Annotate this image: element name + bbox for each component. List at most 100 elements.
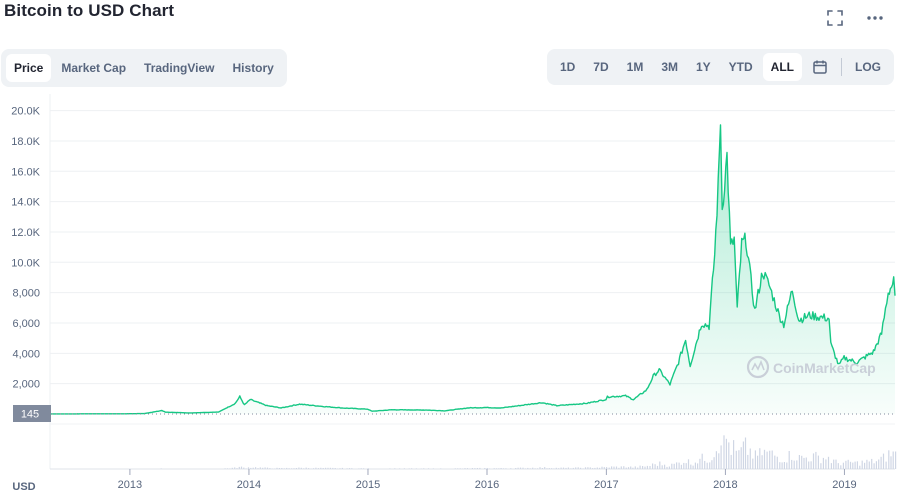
volume-bar (250, 467, 252, 469)
volume-bar (596, 467, 598, 469)
volume-bar (389, 468, 391, 469)
volume-bar (584, 467, 587, 469)
volume-bar (606, 467, 608, 469)
volume-bar (536, 468, 539, 469)
y-tick-label: 2,000 (12, 379, 40, 391)
volume-bar (654, 464, 656, 469)
currency-label: USD (12, 481, 35, 493)
volume-bar (510, 468, 512, 469)
volume-bar (613, 466, 615, 469)
volume-bar (878, 459, 880, 469)
volume-bar (469, 468, 471, 469)
volume-bar (740, 447, 742, 469)
volume-bar (427, 468, 430, 469)
volume-bar (565, 467, 567, 469)
range-1m[interactable]: 1M (626, 60, 644, 74)
volume-bar (293, 468, 295, 469)
volume-bar (728, 442, 730, 469)
volume-bar (539, 467, 541, 469)
volume-bar (817, 455, 819, 469)
range-3m[interactable]: 3M (661, 60, 678, 74)
volume-bar (457, 468, 459, 469)
volume-bar (815, 451, 817, 469)
volume-bar (845, 460, 847, 469)
time-range-selector: 1D 7D 1M 3M 1Y YTD ALL LOG (546, 49, 894, 85)
volume-bar (798, 455, 800, 469)
volume-bar (358, 468, 360, 469)
volume-bar (671, 463, 673, 469)
tab-price[interactable]: Price (6, 54, 52, 82)
volume-bar (420, 468, 422, 469)
volume-bar (730, 454, 732, 469)
fullscreen-icon[interactable] (825, 8, 845, 28)
volume-bar (312, 468, 315, 469)
volume-bar (541, 468, 543, 469)
volume-bar (812, 453, 815, 469)
volume-bar (332, 467, 334, 469)
volume-bar (759, 448, 761, 469)
range-7d[interactable]: 7D (593, 60, 609, 74)
volume-bar (711, 460, 713, 469)
volume-bar (825, 459, 827, 469)
range-ytd[interactable]: YTD (728, 60, 753, 74)
volume-bar (618, 467, 620, 469)
volume-bar (505, 468, 507, 469)
volume-bar (348, 468, 351, 469)
volume-bar (322, 468, 324, 469)
volume-bar (810, 461, 812, 469)
volume-bar (245, 468, 247, 469)
volume-bar (805, 457, 807, 469)
volume-bar (553, 468, 555, 469)
y-tick-label: 16.0K (11, 166, 40, 178)
volume-bar (500, 468, 502, 469)
volume-bar (240, 466, 243, 469)
range-1d[interactable]: 1D (559, 60, 576, 74)
volume-bar (493, 468, 495, 469)
volume-bar (725, 438, 727, 469)
volume-bar (882, 453, 885, 469)
volume-bar (351, 468, 353, 469)
volume-bar (459, 468, 461, 469)
calendar-icon[interactable] (804, 54, 836, 81)
volume-bar (555, 467, 557, 469)
volume-bar (873, 463, 875, 469)
volume-bar (517, 467, 519, 469)
range-all[interactable]: ALL (762, 53, 802, 81)
volume-bar (788, 451, 790, 469)
volume-bar (532, 467, 534, 469)
volume-bar (661, 465, 663, 469)
volume-bar (305, 467, 307, 469)
tab-market-cap[interactable]: Market Cap (61, 61, 127, 75)
volume-bar (837, 463, 839, 469)
volume-bar (320, 467, 322, 469)
x-tick-label: 2017 (594, 479, 618, 491)
volume-bar (577, 467, 579, 469)
volume-bar (281, 468, 283, 469)
volume-bar (544, 467, 546, 469)
volume-bar (334, 468, 336, 469)
volume-bar (774, 455, 776, 469)
svg-text:145: 145 (21, 409, 39, 421)
tab-tradingview[interactable]: TradingView (144, 61, 215, 75)
volume-bar (274, 468, 276, 469)
volume-bar (337, 468, 339, 469)
volume-bar (515, 468, 517, 469)
volume-bar (866, 459, 868, 469)
coinmarketcap-watermark: CoinMarketCap (746, 355, 876, 379)
volume-bar (701, 453, 703, 469)
volume-bar (652, 463, 654, 469)
x-tick-label: 2018 (713, 479, 737, 491)
volume-bar (744, 437, 747, 469)
tab-history[interactable]: History (232, 61, 274, 75)
log-scale-button[interactable]: LOG (855, 60, 881, 74)
volume-bar (567, 467, 569, 469)
volume-bar (769, 450, 771, 469)
volume-bar (160, 468, 162, 469)
volume-bar (779, 462, 781, 469)
range-separator (841, 58, 842, 76)
volume-bar (502, 468, 505, 469)
range-1y[interactable]: 1Y (695, 60, 711, 74)
volume-bar (706, 462, 708, 469)
more-horizontal-icon[interactable] (865, 8, 885, 28)
volume-bar (852, 462, 854, 469)
